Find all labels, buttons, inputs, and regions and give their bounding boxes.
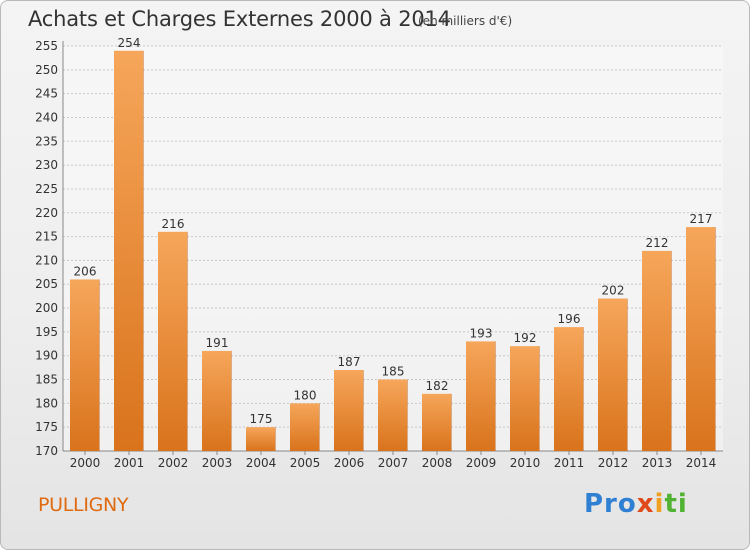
chart-subtitle: (en milliers d'€) [418, 14, 513, 28]
bar [334, 370, 363, 451]
bar [422, 393, 451, 451]
y-tick-label: 225 [35, 182, 58, 196]
x-tick-label: 2007 [378, 456, 409, 470]
y-tick-label: 195 [35, 325, 58, 339]
bar-value-label: 191 [206, 336, 229, 350]
bar [202, 350, 231, 451]
bar-value-label: 182 [426, 379, 449, 393]
bar-value-label: 217 [690, 212, 713, 226]
y-tick-label: 205 [35, 277, 58, 291]
bar-value-label: 185 [382, 365, 405, 379]
bar [246, 427, 275, 451]
bar-value-label: 202 [602, 284, 625, 298]
y-tick-label: 180 [35, 396, 58, 410]
y-tick-label: 240 [35, 110, 58, 124]
y-tick-label: 185 [35, 373, 58, 387]
x-tick-label: 2012 [598, 456, 629, 470]
bar-value-label: 254 [118, 36, 141, 50]
bar [510, 346, 539, 451]
y-tick-label: 250 [35, 63, 58, 77]
x-tick-label: 2000 [70, 456, 101, 470]
bar [70, 279, 99, 451]
y-tick-label: 245 [35, 87, 58, 101]
y-tick-label: 255 [35, 39, 58, 53]
y-tick-label: 210 [35, 253, 58, 267]
logo-part-1: Pro [584, 489, 637, 519]
bar-value-label: 206 [74, 264, 97, 278]
bar-value-label: 216 [162, 217, 185, 231]
bar-value-label: 180 [294, 388, 317, 402]
x-tick-label: 2013 [642, 456, 673, 470]
bar-value-label: 175 [250, 412, 273, 426]
proxiti-logo: Proxiti [584, 489, 688, 519]
bar-value-label: 192 [514, 331, 537, 345]
y-tick-label: 200 [35, 301, 58, 315]
y-tick-label: 230 [35, 158, 58, 172]
y-tick-label: 215 [35, 230, 58, 244]
bar-value-label: 187 [338, 355, 361, 369]
bar [598, 298, 627, 451]
logo-part-4: ti [664, 489, 688, 519]
x-tick-label: 2005 [290, 456, 321, 470]
logo-part-2: x [636, 489, 655, 519]
y-tick-label: 235 [35, 134, 58, 148]
bar [686, 227, 715, 451]
x-tick-label: 2010 [510, 456, 541, 470]
x-tick-label: 2011 [554, 456, 585, 470]
y-tick-label: 170 [35, 444, 58, 458]
bar [642, 250, 671, 451]
y-tick-label: 175 [35, 420, 58, 434]
x-tick-label: 2003 [202, 456, 233, 470]
x-tick-label: 2006 [334, 456, 365, 470]
bar-value-label: 193 [470, 326, 493, 340]
bar [158, 231, 187, 451]
chart-title: Achats et Charges Externes 2000 à 2014 [28, 7, 451, 31]
x-tick-label: 2009 [466, 456, 497, 470]
logo-part-3: i [654, 489, 665, 519]
bar [554, 327, 583, 451]
bar-value-label: 196 [558, 312, 581, 326]
x-tick-label: 2004 [246, 456, 277, 470]
x-tick-label: 2008 [422, 456, 453, 470]
x-tick-label: 2014 [686, 456, 717, 470]
bar [378, 379, 407, 451]
commune-name: PULLIGNY [38, 494, 129, 516]
bar [290, 403, 319, 451]
y-tick-label: 190 [35, 349, 58, 363]
x-tick-label: 2001 [114, 456, 145, 470]
x-tick-label: 2002 [158, 456, 189, 470]
bar [466, 341, 495, 451]
y-tick-label: 220 [35, 206, 58, 220]
bar [114, 50, 143, 451]
bar-value-label: 212 [646, 236, 669, 250]
